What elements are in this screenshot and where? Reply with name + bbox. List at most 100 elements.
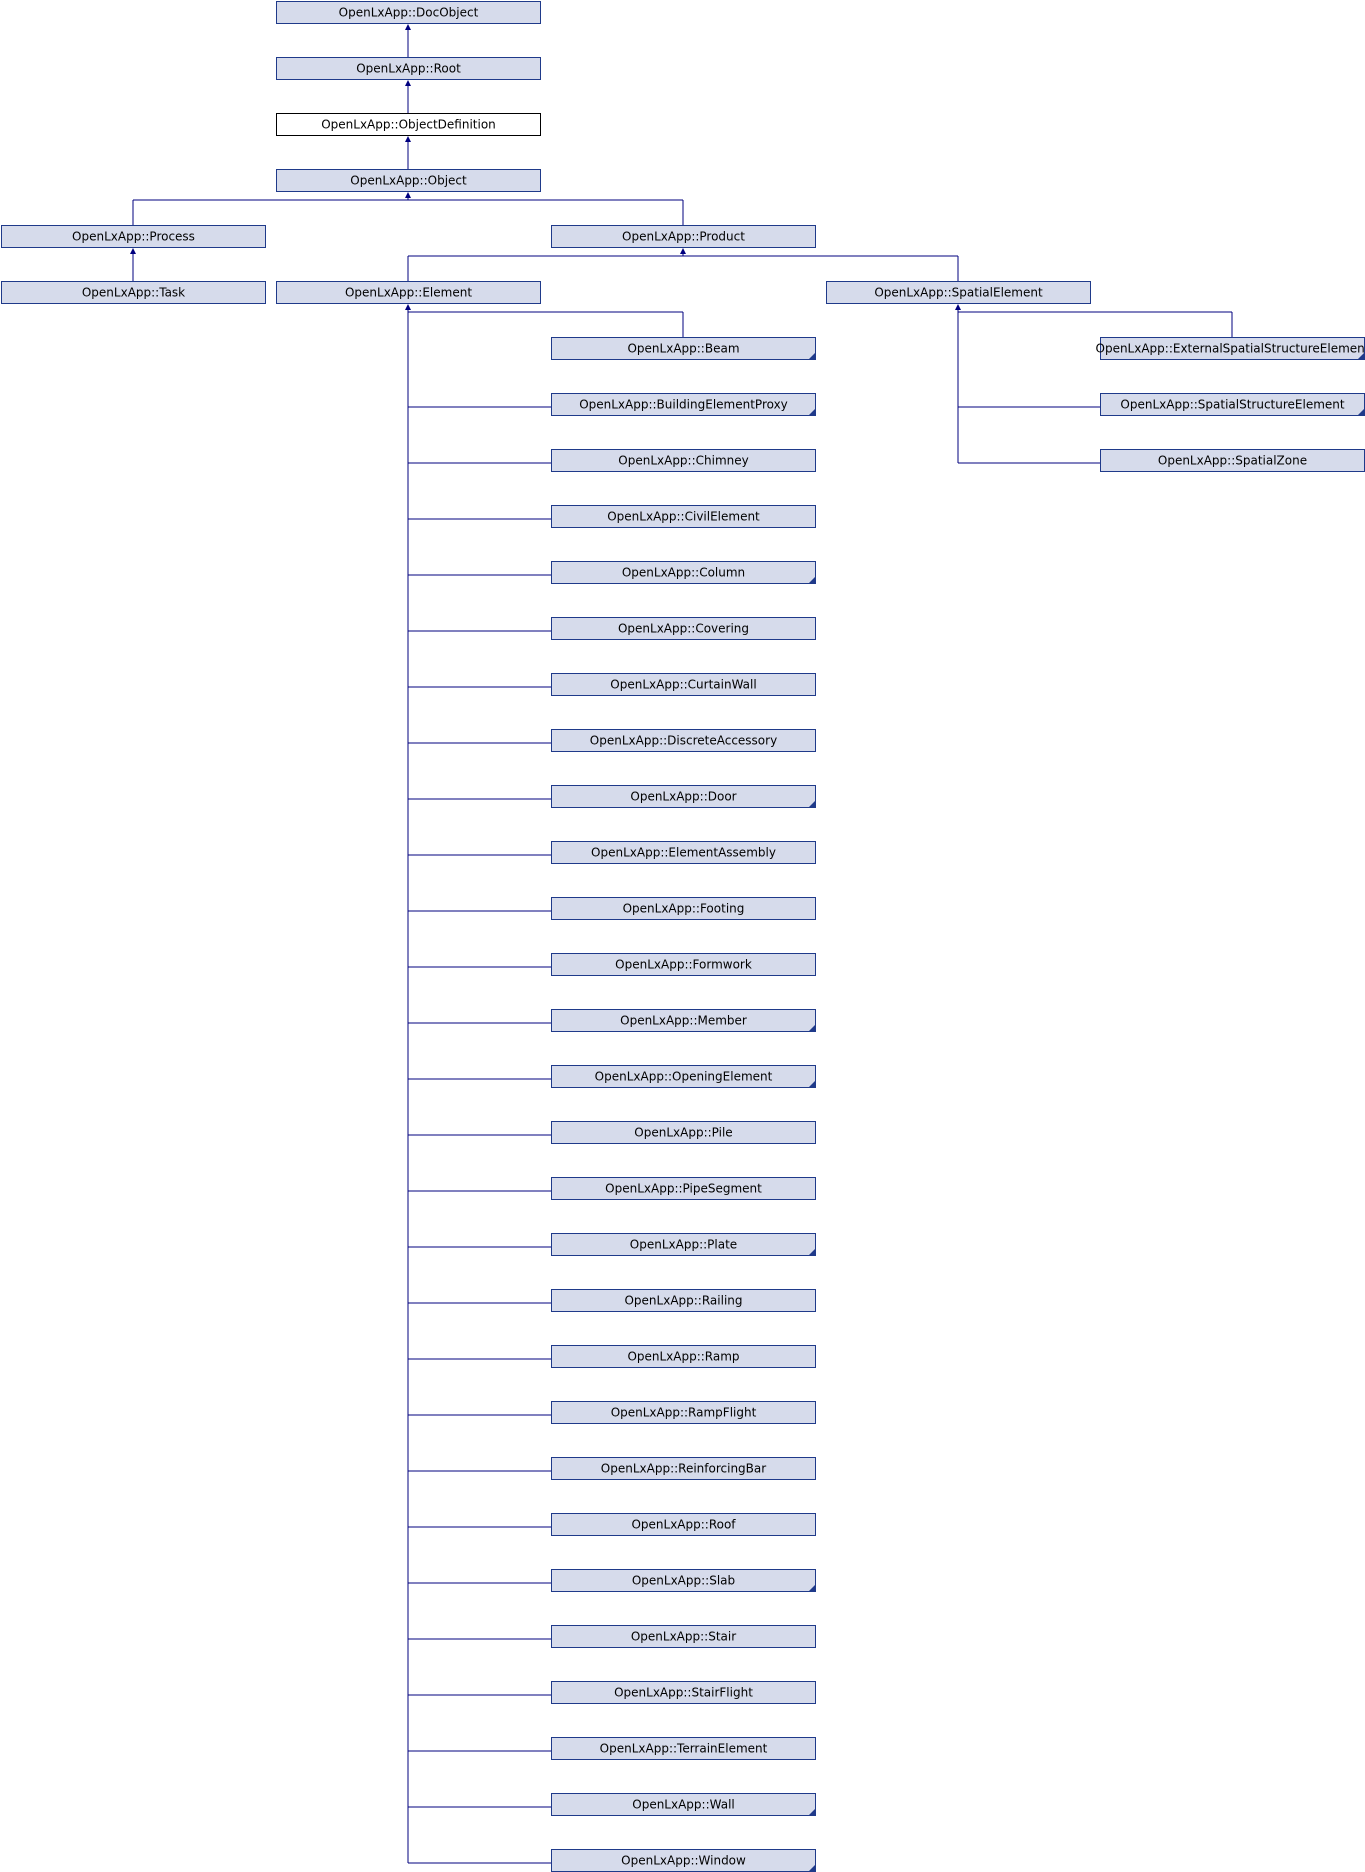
class-node-element[interactable]: OpenLxApp::Element bbox=[276, 281, 541, 304]
class-node-stair[interactable]: OpenLxApp::Stair bbox=[551, 1625, 816, 1648]
class-node-roof[interactable]: OpenLxApp::Roof bbox=[551, 1513, 816, 1536]
class-box[interactable] bbox=[1, 281, 266, 304]
arrowhead-element bbox=[405, 304, 411, 310]
class-box[interactable] bbox=[276, 169, 541, 192]
class-node-pile[interactable]: OpenLxApp::Pile bbox=[551, 1121, 816, 1144]
class-box[interactable] bbox=[551, 1681, 816, 1704]
class-box[interactable] bbox=[276, 113, 541, 136]
class-box[interactable] bbox=[551, 561, 816, 584]
class-node-buildingelementproxy[interactable]: OpenLxApp::BuildingElementProxy bbox=[551, 393, 816, 416]
class-box[interactable] bbox=[551, 225, 816, 248]
class-node-task[interactable]: OpenLxApp::Task bbox=[1, 281, 266, 304]
edge-group-process bbox=[130, 248, 136, 281]
edge-group-objectdefinition bbox=[405, 136, 411, 169]
class-node-rampflight[interactable]: OpenLxApp::RampFlight bbox=[551, 1401, 816, 1424]
more-children-indicator-icon bbox=[808, 1808, 816, 1816]
class-node-ramp[interactable]: OpenLxApp::Ramp bbox=[551, 1345, 816, 1368]
class-node-civilelement[interactable]: OpenLxApp::CivilElement bbox=[551, 505, 816, 528]
class-box[interactable] bbox=[551, 1345, 816, 1368]
class-box[interactable] bbox=[551, 1513, 816, 1536]
class-node-wall[interactable]: OpenLxApp::Wall bbox=[551, 1793, 816, 1816]
class-box[interactable] bbox=[551, 617, 816, 640]
class-box[interactable] bbox=[551, 1289, 816, 1312]
class-node-railing[interactable]: OpenLxApp::Railing bbox=[551, 1289, 816, 1312]
class-node-column[interactable]: OpenLxApp::Column bbox=[551, 561, 816, 584]
more-children-indicator-icon bbox=[808, 1248, 816, 1256]
class-box[interactable] bbox=[551, 841, 816, 864]
class-node-member[interactable]: OpenLxApp::Member bbox=[551, 1009, 816, 1032]
class-box[interactable] bbox=[551, 729, 816, 752]
class-node-openingelement[interactable]: OpenLxApp::OpeningElement bbox=[551, 1065, 816, 1088]
class-box[interactable] bbox=[551, 1009, 816, 1032]
class-label: OpenLxApp::ReinforcingBar bbox=[601, 1462, 766, 1476]
class-node-formwork[interactable]: OpenLxApp::Formwork bbox=[551, 953, 816, 976]
class-node-chimney[interactable]: OpenLxApp::Chimney bbox=[551, 449, 816, 472]
more-children-indicator-icon bbox=[808, 408, 816, 416]
edge-group-root bbox=[405, 80, 411, 113]
class-box[interactable] bbox=[551, 897, 816, 920]
class-label: OpenLxApp::Railing bbox=[624, 1294, 742, 1308]
class-node-spatialelement[interactable]: OpenLxApp::SpatialElement bbox=[826, 281, 1091, 304]
class-node-stairflight[interactable]: OpenLxApp::StairFlight bbox=[551, 1681, 816, 1704]
class-box[interactable] bbox=[551, 449, 816, 472]
class-box[interactable] bbox=[551, 1457, 816, 1480]
class-box[interactable] bbox=[551, 1793, 816, 1816]
class-box[interactable] bbox=[551, 1401, 816, 1424]
class-node-door[interactable]: OpenLxApp::Door bbox=[551, 785, 816, 808]
class-box[interactable] bbox=[276, 1, 541, 24]
more-children-indicator-icon bbox=[808, 800, 816, 808]
class-box[interactable] bbox=[551, 337, 816, 360]
class-label: OpenLxApp::TerrainElement bbox=[600, 1742, 768, 1756]
class-node-curtainwall[interactable]: OpenLxApp::CurtainWall bbox=[551, 673, 816, 696]
class-node-spatialstructureelement[interactable]: OpenLxApp::SpatialStructureElement bbox=[1100, 393, 1365, 416]
class-label: OpenLxApp::Beam bbox=[627, 342, 739, 356]
class-node-root[interactable]: OpenLxApp::Root bbox=[276, 57, 541, 80]
class-node-pipesegment[interactable]: OpenLxApp::PipeSegment bbox=[551, 1177, 816, 1200]
class-label: OpenLxApp::RampFlight bbox=[611, 1406, 757, 1420]
class-label: OpenLxApp::Stair bbox=[631, 1630, 736, 1644]
class-node-beam[interactable]: OpenLxApp::Beam bbox=[551, 337, 816, 360]
class-node-externalspatialstructureelement[interactable]: OpenLxApp::ExternalSpatialStructureEleme… bbox=[1096, 337, 1365, 360]
class-node-objectdefinition[interactable]: OpenLxApp::ObjectDefinition bbox=[276, 113, 541, 136]
class-node-footing[interactable]: OpenLxApp::Footing bbox=[551, 897, 816, 920]
class-node-elementassembly[interactable]: OpenLxApp::ElementAssembly bbox=[551, 841, 816, 864]
arrowhead-objectdefinition bbox=[405, 136, 411, 142]
class-box[interactable] bbox=[551, 1177, 816, 1200]
class-node-spatialzone[interactable]: OpenLxApp::SpatialZone bbox=[1100, 449, 1365, 472]
class-label: OpenLxApp::BuildingElementProxy bbox=[579, 398, 788, 412]
class-label: OpenLxApp::Task bbox=[82, 286, 185, 300]
class-node-slab[interactable]: OpenLxApp::Slab bbox=[551, 1569, 816, 1592]
class-box[interactable] bbox=[551, 1233, 816, 1256]
class-node-plate[interactable]: OpenLxApp::Plate bbox=[551, 1233, 816, 1256]
class-box[interactable] bbox=[551, 505, 816, 528]
class-box[interactable] bbox=[1, 225, 266, 248]
class-label: OpenLxApp::Pile bbox=[634, 1126, 732, 1140]
class-box[interactable] bbox=[551, 1569, 816, 1592]
class-label: OpenLxApp::DocObject bbox=[339, 6, 479, 20]
class-box[interactable] bbox=[551, 953, 816, 976]
class-label: OpenLxApp::Formwork bbox=[615, 958, 752, 972]
class-box[interactable] bbox=[826, 281, 1091, 304]
class-box[interactable] bbox=[276, 57, 541, 80]
class-box[interactable] bbox=[551, 1121, 816, 1144]
class-node-discreteaccessory[interactable]: OpenLxApp::DiscreteAccessory bbox=[551, 729, 816, 752]
class-node-window[interactable]: OpenLxApp::Window bbox=[551, 1849, 816, 1872]
class-box[interactable] bbox=[551, 1625, 816, 1648]
class-node-reinforcingbar[interactable]: OpenLxApp::ReinforcingBar bbox=[551, 1457, 816, 1480]
class-label: OpenLxApp::Product bbox=[622, 230, 745, 244]
class-box[interactable] bbox=[276, 281, 541, 304]
class-node-process[interactable]: OpenLxApp::Process bbox=[1, 225, 266, 248]
class-node-docobject[interactable]: OpenLxApp::DocObject bbox=[276, 1, 541, 24]
class-node-covering[interactable]: OpenLxApp::Covering bbox=[551, 617, 816, 640]
class-box[interactable] bbox=[551, 1737, 816, 1760]
more-children-indicator-icon bbox=[808, 352, 816, 360]
class-box[interactable] bbox=[551, 785, 816, 808]
class-node-product[interactable]: OpenLxApp::Product bbox=[551, 225, 816, 248]
class-box[interactable] bbox=[551, 393, 816, 416]
class-node-object[interactable]: OpenLxApp::Object bbox=[276, 169, 541, 192]
class-box[interactable] bbox=[551, 673, 816, 696]
class-node-terrainelement[interactable]: OpenLxApp::TerrainElement bbox=[551, 1737, 816, 1760]
class-box[interactable] bbox=[551, 1065, 816, 1088]
edge-group-element bbox=[405, 304, 684, 1864]
